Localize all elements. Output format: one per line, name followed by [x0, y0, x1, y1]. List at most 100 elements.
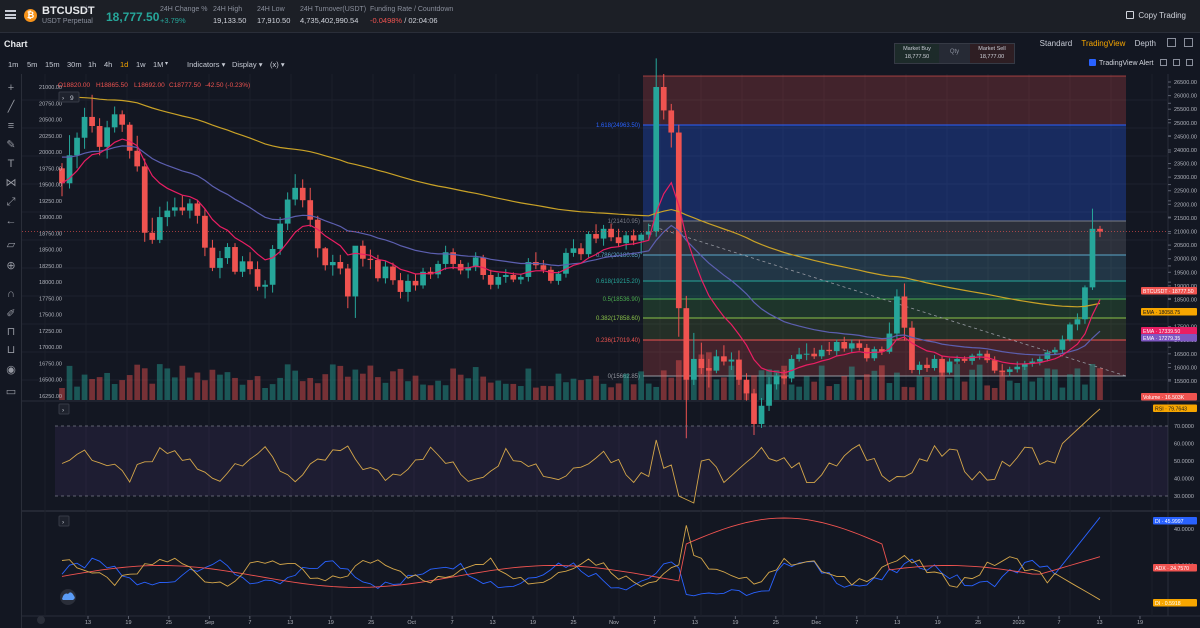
timeframe-5m[interactable]: 5m: [27, 60, 38, 69]
collapsed-indicators-toggle[interactable]: › 9: [58, 91, 80, 103]
volume-bar: [600, 383, 607, 400]
copy-trading-button[interactable]: Copy Trading: [1126, 11, 1186, 20]
fibonacci-retracement[interactable]: 1.618(24963.50)1(21410.95)0.786(20180.65…: [596, 75, 1127, 380]
quantity-input[interactable]: Qty: [949, 49, 960, 55]
volume-bar: [721, 377, 727, 400]
lock-icon[interactable]: ⊓: [6, 326, 16, 338]
volume-bar: [909, 387, 915, 400]
text-tool-icon[interactable]: T: [7, 158, 15, 170]
candle-body: [1029, 361, 1036, 364]
fullscreen-icon[interactable]: [1184, 38, 1193, 47]
candle-body: [232, 247, 238, 272]
forecast-icon[interactable]: ⤢: [6, 196, 16, 208]
tradingview-alert-button[interactable]: TradingView Alert: [1089, 59, 1153, 67]
dmi-tag-label: DI · 45.9997: [1155, 519, 1184, 525]
chevron-down-icon: ▾: [221, 60, 226, 69]
candle-body: [1044, 352, 1051, 359]
zoom-icon[interactable]: ⊕: [6, 260, 16, 272]
candle-body: [954, 358, 960, 362]
camera-icon[interactable]: [1160, 59, 1167, 66]
tab-standard[interactable]: Standard: [1039, 39, 1073, 48]
time-axis[interactable]: 13 19 25 Sep 7 13 19 25 Oct 7 13 19 25 Nov 7 13 19 25 Dec 7…: [85, 616, 1143, 626]
trash-icon[interactable]: ▭: [5, 386, 17, 398]
hamburger-icon[interactable]: [5, 10, 16, 19]
magnet-icon[interactable]: ∩: [7, 288, 15, 300]
volume-bar: [608, 387, 614, 400]
candle-body: [111, 114, 118, 128]
price-tick-label: 17250.00: [39, 329, 62, 335]
star-icon[interactable]: ☆: [82, 4, 91, 15]
candle-body: [179, 207, 186, 211]
candle-body: [758, 405, 765, 424]
dmi-tag-label: DI · 0.5918: [1155, 601, 1181, 607]
timeframe-4h[interactable]: 4h: [104, 60, 113, 69]
candle-body: [600, 228, 607, 239]
ruler-icon[interactable]: ▱: [6, 239, 16, 251]
volume-bar: [803, 376, 810, 400]
timeframe-1h[interactable]: 1h: [88, 60, 97, 69]
lock-all-icon[interactable]: ⊔: [6, 344, 16, 356]
timeframe-15m[interactable]: 15m: [45, 60, 60, 69]
market-sell-button[interactable]: Market Sell 18,777.00: [970, 44, 1014, 63]
tab-depth[interactable]: Depth: [1134, 39, 1156, 48]
volume-bar: [1044, 368, 1051, 400]
gear-icon[interactable]: [1186, 59, 1193, 66]
time-tick-label: Oct: [407, 620, 416, 626]
trendline-icon[interactable]: ╱: [7, 101, 15, 113]
timeframe-1d[interactable]: 1d: [120, 60, 129, 69]
back-arrow-icon[interactable]: ←: [5, 215, 17, 227]
volume-bar: [435, 380, 441, 400]
display-button[interactable]: Display ▾: [232, 60, 262, 69]
candle-body: [487, 275, 494, 285]
market-buy-label: Market Buy: [903, 46, 931, 52]
time-tick-label: 19: [530, 620, 536, 626]
pencil-lock-icon[interactable]: ✐: [6, 308, 16, 320]
symbol-subtitle: USDT Perpetual: [42, 18, 93, 25]
chevron-right-icon: ›: [62, 519, 64, 526]
fib-tool-icon[interactable]: ≡: [7, 120, 15, 132]
formula-button[interactable]: (x) ▾: [270, 60, 285, 69]
timeframe-30m[interactable]: 30m: [67, 60, 82, 69]
settings-icon[interactable]: [1167, 38, 1176, 47]
eye-icon[interactable]: ◉: [6, 364, 16, 376]
rsi-collapse-toggle[interactable]: ›: [58, 403, 70, 415]
candle-body: [1036, 358, 1043, 362]
tradingview-logo-icon[interactable]: [60, 589, 76, 605]
dmi-tag: [1153, 564, 1197, 572]
volume-bar: [375, 377, 381, 400]
symbol-name[interactable]: BTCUSDT: [42, 5, 95, 17]
price-tick-label: 26000.00: [1174, 94, 1197, 100]
indicators-button[interactable]: Indicators ▾: [187, 60, 225, 69]
bitcoin-logo-icon: ₿: [24, 9, 37, 22]
stat-value: +3.79%: [160, 16, 186, 25]
timeframe-1M[interactable]: 1M: [153, 60, 164, 69]
chevron-right-icon: ›: [62, 95, 64, 102]
price-tick-label: 22500.00: [1174, 189, 1197, 195]
candle-body: [683, 308, 690, 380]
candle-body: [653, 87, 660, 232]
tab-tradingview[interactable]: TradingView: [1081, 39, 1126, 48]
candle-body: [59, 168, 65, 184]
fib-level-label: 1(21410.95): [608, 219, 640, 225]
timeframe-dropdown-icon[interactable]: ▾: [165, 61, 169, 67]
price-tick-label: 25000.00: [1174, 121, 1197, 127]
volume-bar: [472, 367, 479, 400]
timeframe-1m[interactable]: 1m: [8, 60, 19, 69]
candle-body: [608, 228, 614, 238]
market-buy-button[interactable]: Market Buy 18,777.50: [895, 44, 939, 63]
candle-body: [1097, 228, 1103, 232]
funding-rate-value: -0.0498%: [370, 16, 403, 25]
brush-icon[interactable]: ✎: [6, 139, 16, 151]
expand-icon[interactable]: [1173, 59, 1180, 66]
timeframe-1w[interactable]: 1w: [136, 60, 146, 69]
candle-body: [81, 116, 88, 138]
price-axis[interactable]: 16250.00 16500.00 16750.00 17000.00 17250.00…: [39, 80, 1197, 401]
dmi-collapse-toggle[interactable]: ›: [58, 515, 70, 527]
time-axis-zoom-icon[interactable]: [37, 616, 45, 624]
price-tick-label: 23000.00: [1174, 175, 1197, 181]
crosshair-icon[interactable]: +: [7, 82, 15, 94]
pattern-icon[interactable]: ⋈: [5, 177, 17, 189]
volume-bar: [946, 378, 953, 400]
candle-body: [578, 248, 584, 255]
